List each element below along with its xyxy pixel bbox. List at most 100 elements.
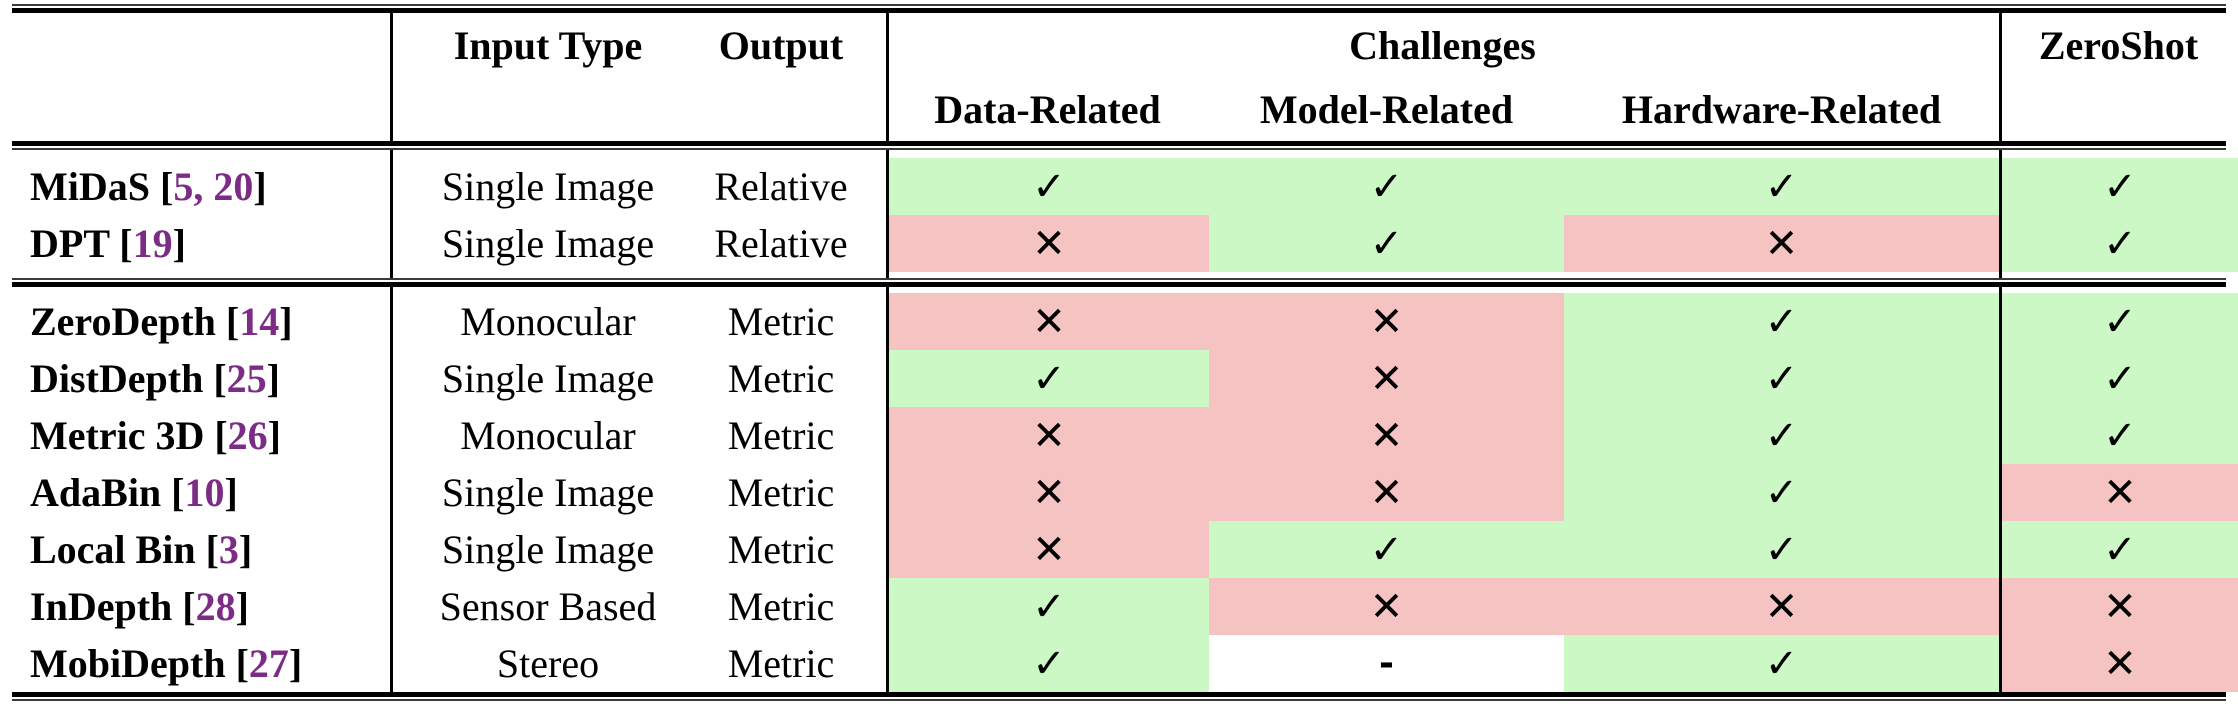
method-cell: Local Bin [3] [0,526,390,573]
check-icon: ✓ [2103,355,2137,402]
citation-link[interactable]: 5 [173,164,194,209]
input-type-cell: Single Image [441,356,655,401]
hardware-related-cell: ✕ [1564,215,1999,272]
table-row: ZeroDepth [14] Monocular Metric ✕ ✕ ✓ ✓ [0,293,2238,350]
citation-link[interactable]: 26 [227,413,268,458]
citation-link[interactable]: 27 [248,641,289,686]
cross-icon: ✕ [2103,469,2137,516]
output-cell: Metric [727,584,835,629]
method-cell: MiDaS [5, 20] [0,163,390,210]
header-zeroshot: ZeroShot [2038,22,2199,68]
input-type-cell: Sensor Based [439,584,657,629]
table-row: Metric 3D [26] Monocular Metric ✕ ✕ ✓ ✓ [0,407,2238,464]
header-input-type: Input Type [453,22,643,68]
model-related-cell: ✓ [1209,158,1564,215]
input-type-cell: Single Image [441,470,655,515]
header-output: Output [718,22,844,68]
data-related-cell: ✓ [886,578,1209,635]
output-cell: Metric [727,299,835,344]
table-row: MobiDepth [27] Stereo Metric ✓ - ✓ ✕ [0,635,2238,692]
check-icon: ✓ [1764,526,1799,573]
cross-icon: ✕ [1032,469,1066,516]
method-citations: [3] [195,527,253,572]
header-rule [12,141,2226,150]
cross-icon: ✕ [1369,298,1404,345]
zeroshot-cell: ✕ [1999,578,2238,635]
method-cell: MobiDepth [27] [0,640,390,687]
output-cell: Relative [714,164,848,209]
data-related-cell: ✕ [886,407,1209,464]
citation-link[interactable]: 19 [132,221,173,266]
check-icon: ✓ [1764,163,1799,210]
method-name: MiDaS [30,164,150,209]
citation-link[interactable]: 14 [239,299,280,344]
zeroshot-cell: ✓ [1999,215,2238,272]
output-cell: Metric [727,641,835,686]
method-name: Local Bin [30,527,196,572]
table-row: AdaBin [10] Single Image Metric ✕ ✕ ✓ ✕ [0,464,2238,521]
table-row: Local Bin [3] Single Image Metric ✕ ✓ ✓ ✓ [0,521,2238,578]
method-citations: [10] [161,470,238,515]
model-related-cell: ✕ [1209,293,1564,350]
method-name: AdaBin [30,470,162,515]
method-name: InDepth [30,584,173,629]
method-cell: Metric 3D [26] [0,412,390,459]
hardware-related-cell: ✓ [1564,350,1999,407]
header-row-1: Input Type Output Challenges ZeroShot [0,13,2238,77]
hardware-related-cell: ✓ [1564,158,1999,215]
check-icon: ✓ [2103,526,2137,573]
cross-icon: ✕ [1032,412,1066,459]
output-cell: Metric [727,413,835,458]
output-cell: Metric [727,527,835,572]
zeroshot-cell: ✓ [1999,293,2238,350]
dash-mark: - [1379,642,1394,684]
mid-rule [12,278,2226,287]
hardware-related-cell: ✓ [1564,521,1999,578]
model-related-cell: ✓ [1209,521,1564,578]
table-row: DistDepth [25] Single Image Metric ✓ ✕ ✓ ✓ [0,350,2238,407]
cross-icon: ✕ [1764,220,1799,267]
citation-separator: , [193,164,214,209]
model-related-cell: ✕ [1209,464,1564,521]
cross-icon: ✕ [1032,298,1066,345]
citation-link[interactable]: 20 [213,164,254,209]
cross-icon: ✕ [1764,583,1799,630]
method-cell: ZeroDepth [14] [0,298,390,345]
input-type-cell: Monocular [460,413,636,458]
table-header: Input Type Output Challenges ZeroShot Da… [0,13,2238,141]
method-citations: [14] [215,299,293,344]
check-icon: ✓ [1369,220,1404,267]
hardware-related-cell: ✓ [1564,635,1999,692]
hardware-related-cell: ✓ [1564,407,1999,464]
citation-link[interactable]: 3 [218,527,239,572]
model-related-cell: - [1209,635,1564,692]
top-rule [12,4,2226,13]
hardware-related-cell: ✓ [1564,464,1999,521]
data-related-cell: ✕ [886,215,1209,272]
check-icon: ✓ [1032,163,1066,210]
method-citations: [19] [109,221,186,266]
zeroshot-cell: ✓ [1999,158,2238,215]
relative-methods-group: MiDaS [5, 20] Single Image Relative ✓ ✓ ✓ ✓ DPT… [0,150,2238,278]
cross-icon: ✕ [1369,412,1404,459]
data-related-cell: ✓ [886,635,1209,692]
check-icon: ✓ [1369,163,1404,210]
cross-icon: ✕ [1369,469,1404,516]
zeroshot-cell: ✕ [1999,635,2238,692]
table-row: DPT [19] Single Image Relative ✕ ✓ ✕ ✓ [0,215,2238,272]
zeroshot-cell: ✕ [1999,464,2238,521]
header-model-related: Model-Related [1259,86,1514,132]
data-related-cell: ✓ [886,350,1209,407]
zeroshot-cell: ✓ [1999,350,2238,407]
citation-link[interactable]: 28 [195,584,236,629]
method-citations: [27] [225,641,303,686]
method-cell: DPT [19] [0,220,390,267]
model-related-cell: ✕ [1209,350,1564,407]
method-name: DPT [30,221,110,266]
citation-link[interactable]: 25 [226,356,267,401]
output-cell: Metric [727,356,835,401]
check-icon: ✓ [2103,412,2137,459]
citation-link[interactable]: 10 [184,470,225,515]
input-type-cell: Stereo [496,641,600,686]
